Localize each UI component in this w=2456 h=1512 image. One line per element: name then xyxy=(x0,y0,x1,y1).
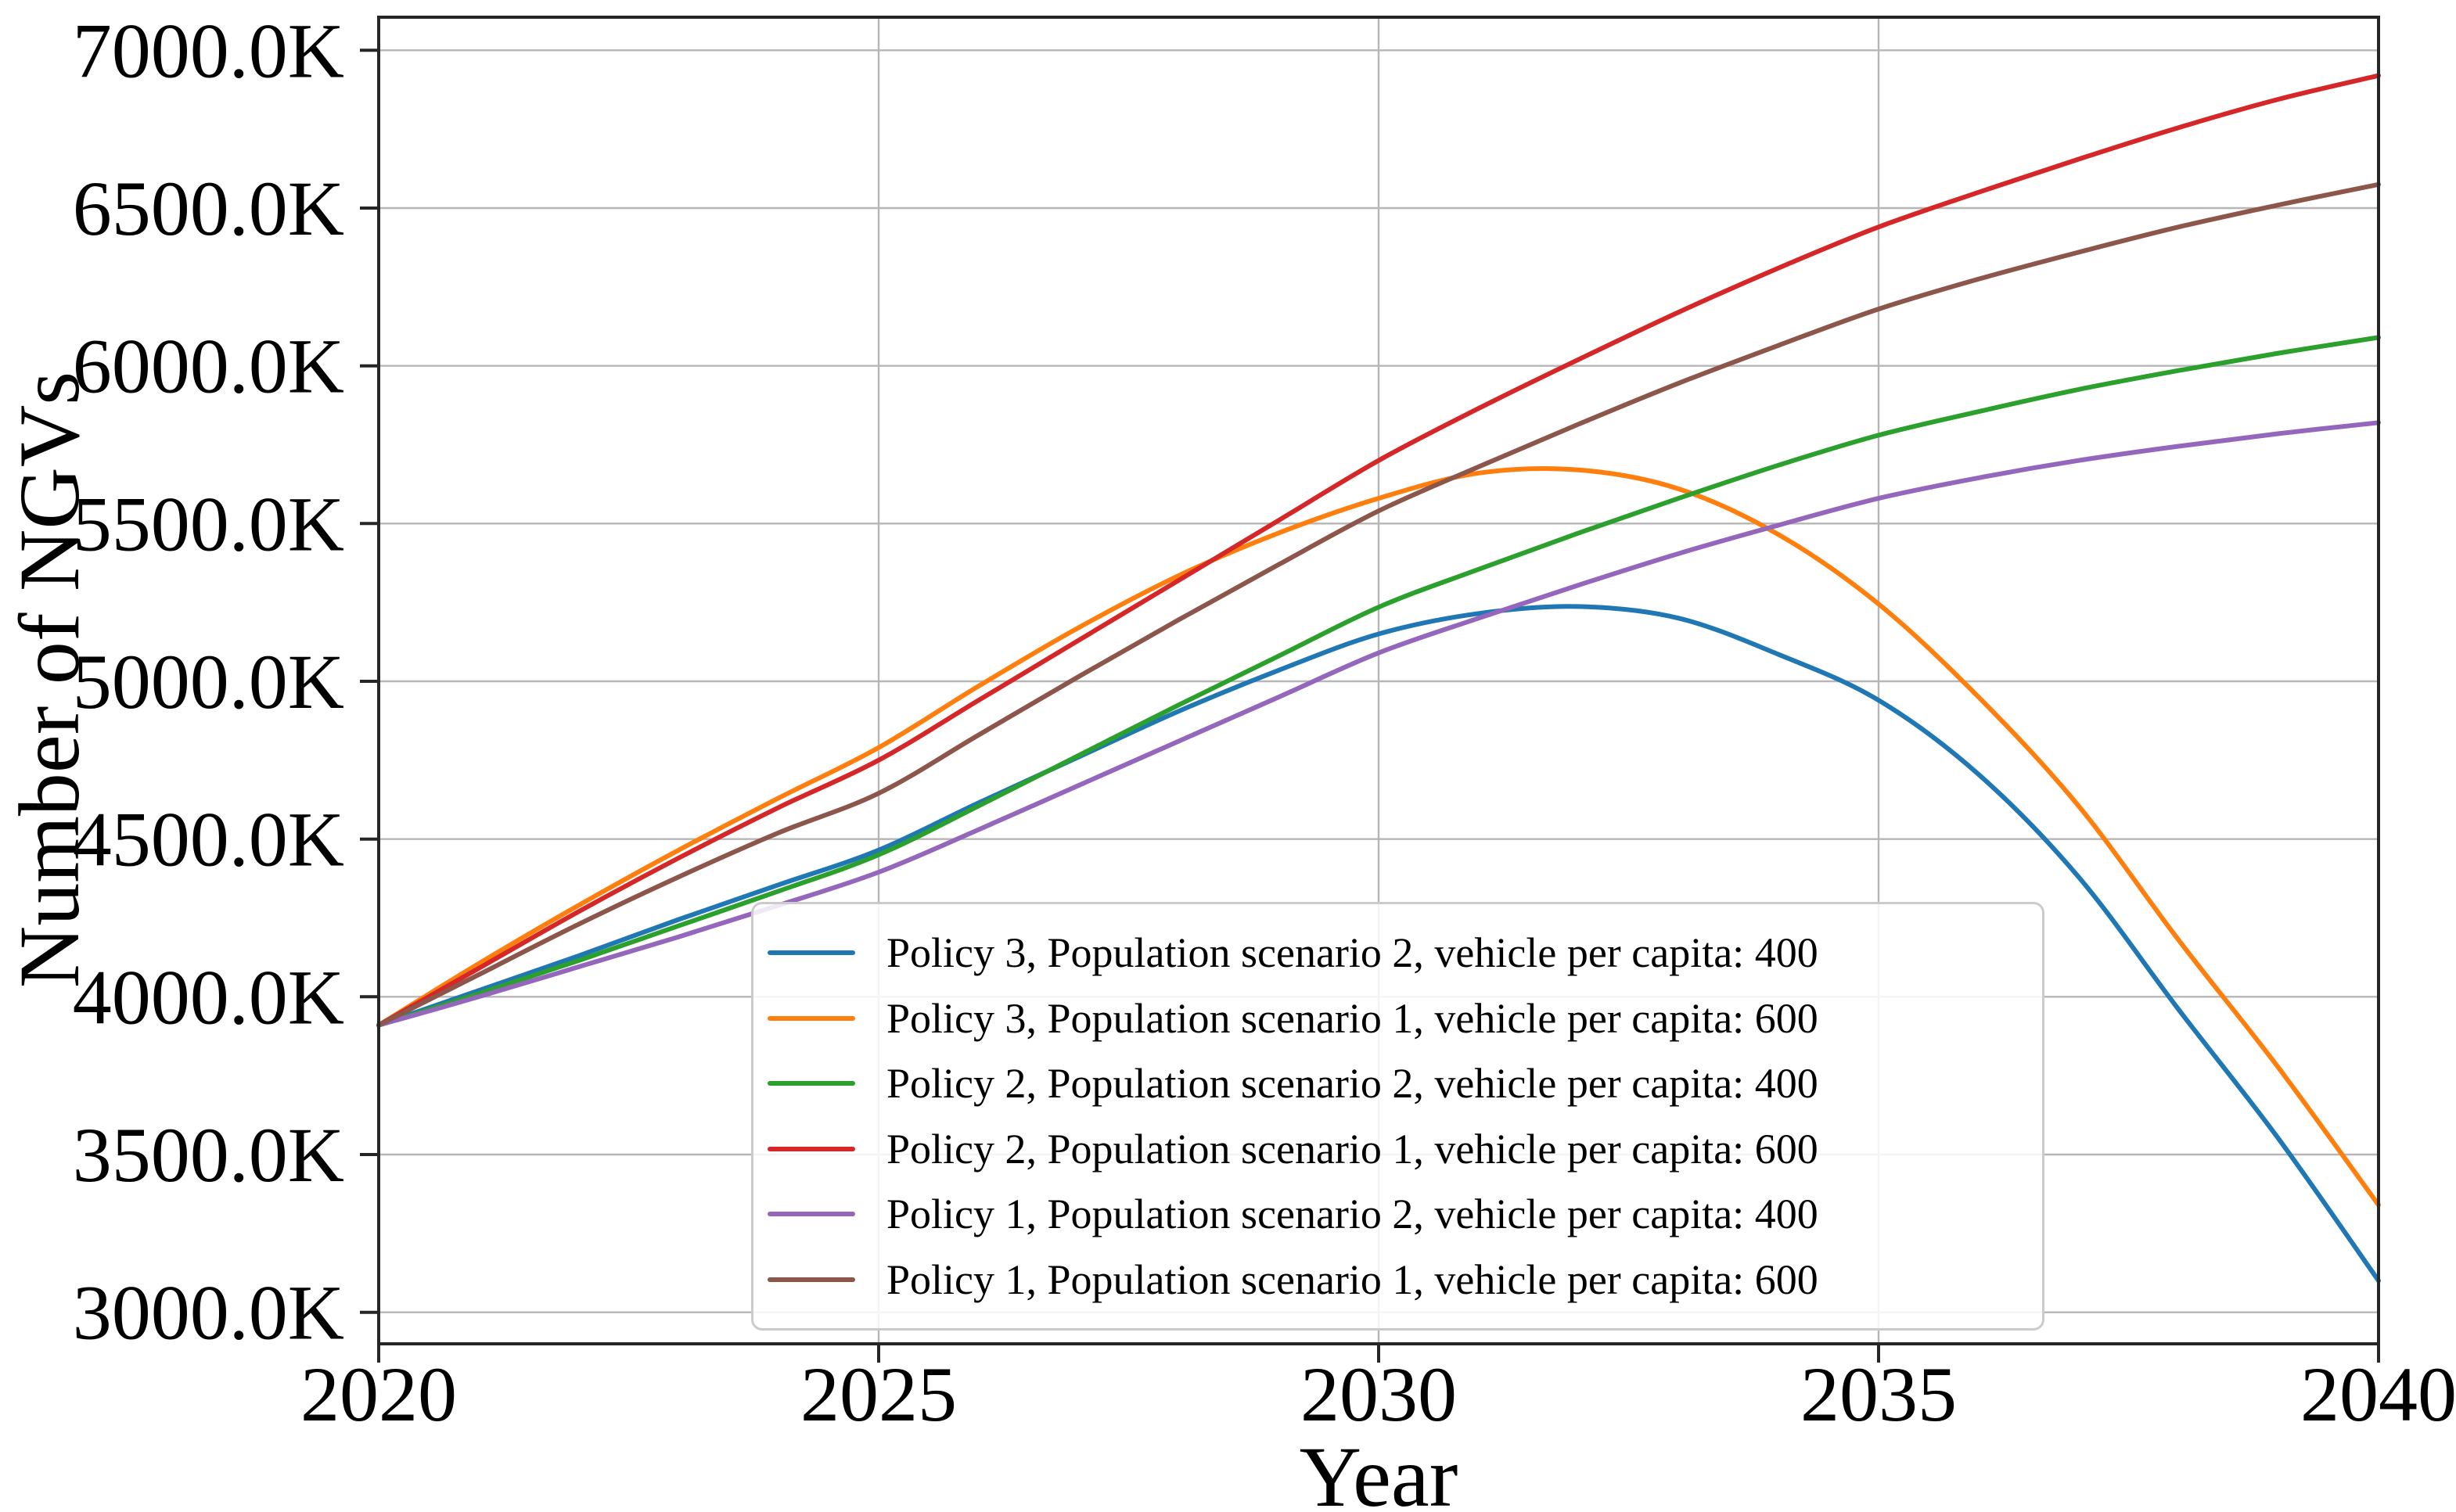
legend-line-swatch xyxy=(768,1081,855,1086)
legend-item: Policy 1, Population scenario 2, vehicle… xyxy=(768,1193,2028,1235)
series-line xyxy=(376,181,2381,1028)
legend-line-swatch xyxy=(768,1277,855,1282)
x-tick-label: 2035 xyxy=(1800,1351,1957,1438)
legend-item: Policy 2, Population scenario 2, vehicle… xyxy=(768,1062,2028,1104)
legend-item: Policy 2, Population scenario 1, vehicle… xyxy=(768,1128,2028,1170)
x-tick-label: 2030 xyxy=(1300,1351,1457,1438)
x-tick-label: 2020 xyxy=(300,1351,457,1438)
legend-item: Policy 3, Population scenario 2, vehicle… xyxy=(768,932,2028,974)
series-line xyxy=(376,420,2381,1028)
y-tick-label: 6500.0K xyxy=(73,165,344,252)
y-tick-label: 3000.0K xyxy=(73,1270,344,1356)
legend-label: Policy 1, Population scenario 1, vehicle… xyxy=(886,1255,1818,1303)
y-tick-label: 7000.0K xyxy=(73,7,344,94)
y-tick-label: 4000.0K xyxy=(73,954,344,1040)
series-line xyxy=(376,73,2381,1028)
legend-item: Policy 3, Population scenario 1, vehicle… xyxy=(768,997,2028,1040)
legend-line-swatch xyxy=(768,1015,855,1021)
legend-label: Policy 2, Population scenario 2, vehicle… xyxy=(886,1060,1818,1108)
y-tick-label: 3500.0K xyxy=(73,1112,344,1198)
legend-line-swatch xyxy=(768,1146,855,1151)
legend-label: Policy 3, Population scenario 2, vehicle… xyxy=(886,929,1818,977)
y-tick-label: 6000.0K xyxy=(73,323,344,410)
legend: Policy 3, Population scenario 2, vehicle… xyxy=(751,902,2044,1331)
series-line xyxy=(376,604,2381,1284)
y-axis-title: Number of NGVs xyxy=(2,372,97,988)
legend-line-swatch xyxy=(768,1212,855,1217)
axes-layer: 3000.0K 3500.0K 4000.0K 4500.0K 5000.0K 5500.… xyxy=(73,7,2456,1438)
x-tick-label: 2040 xyxy=(2300,1351,2456,1438)
y-tick-label: 5500.0K xyxy=(73,480,344,567)
grid-layer xyxy=(379,17,2379,1344)
series-layer xyxy=(376,73,2381,1284)
y-tick-label: 5000.0K xyxy=(73,638,344,725)
legend-label: Policy 3, Population scenario 1, vehicle… xyxy=(886,994,1818,1042)
series-line xyxy=(376,465,2381,1208)
legend-item: Policy 1, Population scenario 1, vehicle… xyxy=(768,1259,2028,1301)
legend-label: Policy 2, Population scenario 1, vehicle… xyxy=(886,1125,1818,1173)
y-tick-label: 4500.0K xyxy=(73,796,344,883)
legend-label: Policy 1, Population scenario 2, vehicle… xyxy=(886,1191,1818,1238)
x-tick-label: 2025 xyxy=(800,1351,957,1438)
x-axis-title: Year xyxy=(1300,1429,1458,1512)
legend-line-swatch xyxy=(768,950,855,956)
series-line xyxy=(376,335,2381,1028)
